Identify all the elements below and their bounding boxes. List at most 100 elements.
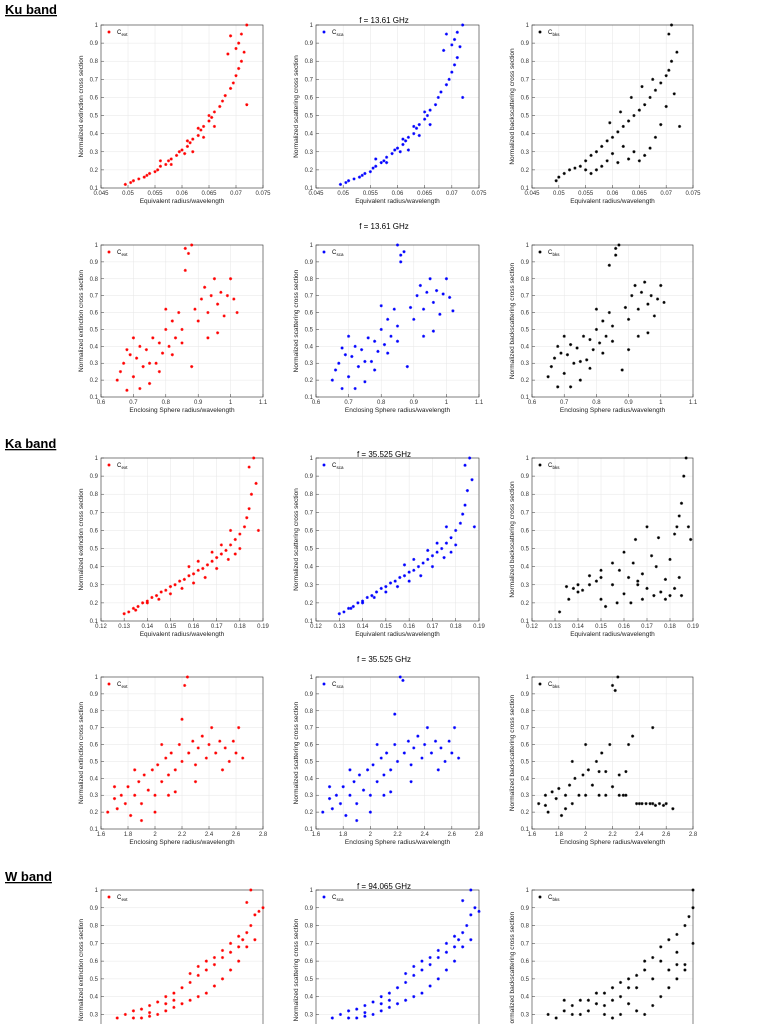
data-point: [656, 536, 661, 540]
data-point: [627, 575, 631, 580]
data-point: [357, 773, 362, 777]
data-point: [598, 341, 602, 345]
data-point: [590, 783, 594, 787]
x-tick-label: 0.7: [560, 400, 569, 406]
x-tick-label: 2.6: [662, 832, 671, 838]
data-point: [172, 998, 176, 1002]
panel-r2-c1: 0.1 0.2 0.3 0.4 0.5 0.6 0.7 0.8 0.9 1 0.6 0.7 0.8 0.9…: [78, 243, 268, 414]
data-point: [664, 74, 668, 78]
y-tick-label: 0.9: [305, 692, 314, 698]
y-tick-label: 0.5: [90, 327, 99, 333]
data-point: [386, 351, 390, 355]
data-point: [164, 162, 168, 167]
data-point: [157, 370, 161, 374]
data-point: [369, 359, 374, 364]
data-point: [587, 574, 592, 578]
data-point: [610, 785, 615, 789]
data-point: [659, 123, 663, 127]
data-point: [156, 1000, 160, 1004]
x-tick-label: 0.075: [471, 191, 487, 197]
legend-label-subscript: bks: [553, 32, 561, 37]
y-tick-label: 1: [310, 243, 314, 249]
data-point: [193, 763, 198, 767]
plot-frame: [531, 457, 694, 622]
legend-label: C: [548, 463, 553, 469]
data-point: [348, 793, 352, 797]
data-point: [635, 986, 639, 990]
panel-r1-c2: 0.1 0.2 0.3 0.4 0.5 0.6 0.7 0.8 0.9 1 0.045 0.05 0.0…: [293, 23, 487, 205]
y-tick-label: 0.6: [90, 95, 99, 101]
data-point: [651, 977, 655, 981]
data-point: [401, 678, 405, 682]
y-tick-label: 0.5: [90, 114, 99, 120]
data-point: [382, 159, 386, 163]
data-point: [216, 302, 220, 306]
x-tick-label: 2.4: [420, 832, 429, 838]
data-point: [554, 1016, 558, 1020]
data-point: [340, 346, 344, 350]
x-tick-label: 0.07: [446, 191, 458, 197]
data-point: [557, 786, 561, 791]
y-tick-label: 0.2: [305, 810, 314, 816]
y-tick-label: 0.2: [521, 810, 530, 816]
data-point: [399, 260, 403, 264]
data-point: [439, 746, 443, 750]
y-tick-label: 0.6: [90, 528, 99, 534]
data-point: [392, 307, 396, 311]
x-tick-label: 0.8: [377, 400, 386, 406]
data-point: [562, 371, 566, 375]
data-point: [584, 168, 588, 172]
data-point: [344, 813, 348, 818]
data-point: [139, 1016, 144, 1020]
data-point: [148, 1014, 152, 1018]
data-point: [600, 144, 604, 148]
data-point: [199, 128, 203, 132]
y-tick-label: 0.8: [305, 492, 314, 498]
data-point: [457, 938, 461, 942]
y-tick-label: 0.4: [90, 565, 99, 571]
legend-marker: [107, 895, 111, 899]
data-point: [683, 968, 687, 972]
y-tick-label: 0.6: [521, 528, 530, 534]
data-point: [142, 175, 146, 179]
data-point: [444, 525, 448, 529]
legend-marker: [538, 463, 542, 467]
data-point: [667, 68, 671, 72]
plot-area: [532, 890, 693, 1024]
data-point: [406, 135, 410, 139]
data-point: [418, 283, 422, 288]
data-point: [180, 148, 184, 152]
x-tick-label: 0.075: [255, 191, 271, 197]
data-point: [166, 773, 171, 777]
data-point: [129, 813, 133, 818]
data-point: [645, 586, 649, 590]
data-point: [618, 110, 623, 114]
data-point: [655, 297, 660, 301]
x-axis-label: Equivalent radius/wavelength: [570, 631, 655, 638]
y-tick-label: 0.5: [521, 114, 530, 120]
x-tick-label: 0.12: [95, 624, 107, 630]
data-point: [435, 289, 439, 293]
data-point: [617, 568, 621, 572]
y-tick-label: 0.7: [90, 726, 99, 732]
x-tick-label: 2.2: [608, 832, 617, 838]
data-point: [185, 144, 189, 148]
x-tick-label: 0.075: [685, 191, 701, 197]
data-point: [444, 277, 448, 281]
data-point: [572, 361, 576, 365]
x-axis-label: Equivalent radius/wavelength: [570, 198, 655, 205]
data-point: [569, 343, 573, 347]
x-tick-label: 0.055: [363, 191, 379, 197]
legend-marker: [538, 250, 542, 254]
data-point: [164, 1009, 168, 1013]
data-point: [636, 579, 640, 583]
data-point: [180, 341, 184, 345]
data-point: [454, 528, 458, 533]
data-point: [594, 307, 598, 311]
data-point: [436, 948, 440, 953]
data-point: [204, 991, 208, 995]
y-axis-label: Normalized extinction cross section: [78, 55, 85, 157]
data-point: [379, 586, 383, 590]
y-tick-label: 0.8: [521, 709, 530, 715]
data-point: [188, 971, 192, 976]
